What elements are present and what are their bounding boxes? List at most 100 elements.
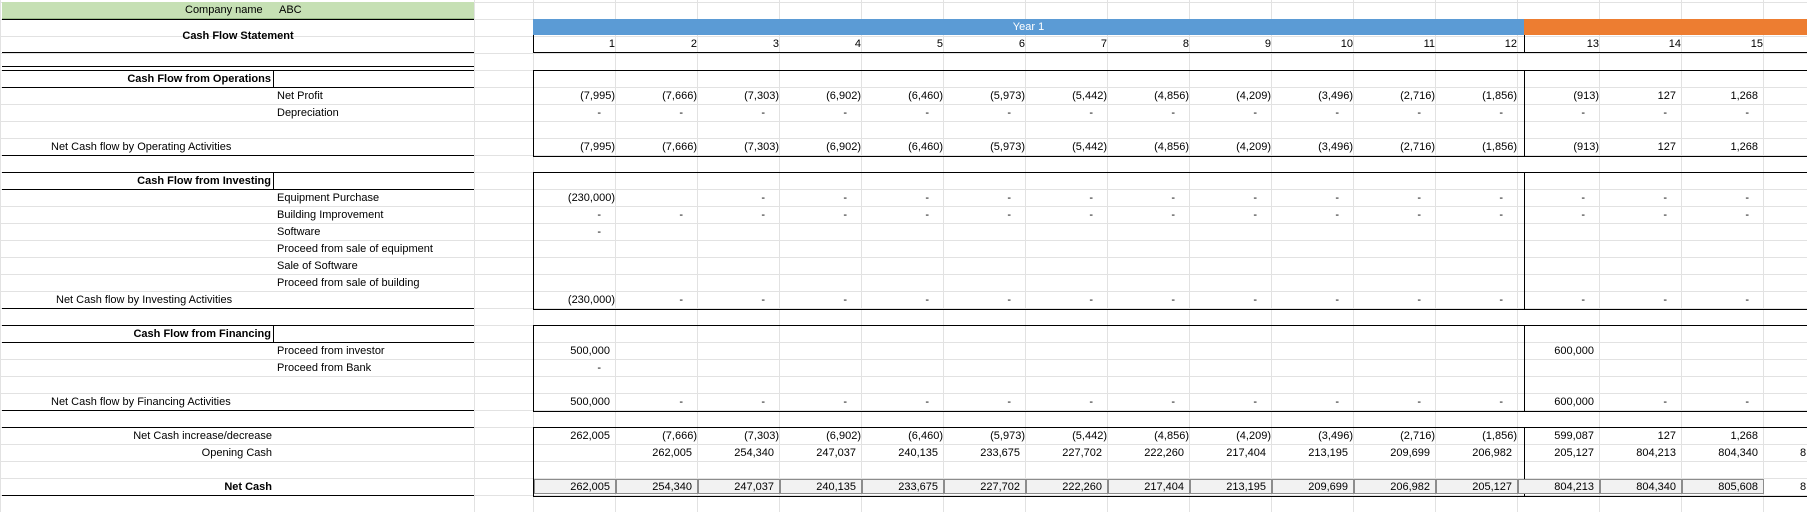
- value-cell-building-improvement[interactable]: -: [925, 209, 929, 221]
- value-cell-depreciation[interactable]: -: [1417, 107, 1421, 119]
- value-cell-net-financing[interactable]: 600,000: [1554, 396, 1594, 408]
- value-cell-net-profit[interactable]: (7,303): [744, 90, 779, 102]
- year2-header[interactable]: [1524, 19, 1807, 35]
- value-cell-net-investing[interactable]: -: [1089, 294, 1093, 306]
- value-cell-software[interactable]: -: [597, 226, 601, 238]
- value-cell-net-operating[interactable]: (6,902): [826, 141, 861, 153]
- value-cell-net-profit[interactable]: (913): [1573, 90, 1599, 102]
- value-cell-net-financing[interactable]: -: [1089, 396, 1093, 408]
- value-cell-net-investing[interactable]: -: [679, 294, 683, 306]
- value-cell-building-improvement[interactable]: -: [1581, 209, 1585, 221]
- value-cell-investor[interactable]: 500,000: [570, 345, 610, 357]
- value-cell-equipment-purchase[interactable]: -: [1007, 192, 1011, 204]
- value-cell-net-financing[interactable]: -: [1253, 396, 1257, 408]
- value-cell-net-increase[interactable]: (5,442): [1072, 430, 1107, 442]
- value-cell-opening-cash[interactable]: 240,135: [898, 447, 938, 459]
- value-cell-net-increase[interactable]: 1,268: [1730, 430, 1758, 442]
- value-cell-opening-cash[interactable]: 233,675: [980, 447, 1020, 459]
- value-cell-investor[interactable]: 600,000: [1554, 345, 1594, 357]
- value-cell-net-increase[interactable]: (6,902): [826, 430, 861, 442]
- value-cell-building-improvement[interactable]: -: [1663, 209, 1667, 221]
- value-cell-opening-cash[interactable]: 209,699: [1390, 447, 1430, 459]
- value-cell-building-improvement[interactable]: -: [1499, 209, 1503, 221]
- value-cell-net-investing[interactable]: -: [1171, 294, 1175, 306]
- value-cell-net-increase[interactable]: (5,973): [990, 430, 1025, 442]
- value-cell-equipment-purchase[interactable]: -: [1417, 192, 1421, 204]
- value-cell-net-operating[interactable]: (1,856): [1482, 141, 1517, 153]
- value-cell-building-improvement[interactable]: -: [1253, 209, 1257, 221]
- value-cell-net-cash[interactable]: 805,608: [1718, 481, 1758, 493]
- value-cell-net-profit[interactable]: (7,666): [662, 90, 697, 102]
- value-cell-net-cash[interactable]: 227,702: [980, 481, 1020, 493]
- value-cell-depreciation[interactable]: -: [1171, 107, 1175, 119]
- value-cell-building-improvement[interactable]: -: [1089, 209, 1093, 221]
- value-cell-net-profit[interactable]: (5,973): [990, 90, 1025, 102]
- value-cell-net-cash[interactable]: 233,675: [898, 481, 938, 493]
- value-cell-bank[interactable]: -: [597, 362, 601, 374]
- value-cell-opening-cash[interactable]: 205,127: [1554, 447, 1594, 459]
- value-cell-opening-cash[interactable]: 247,037: [816, 447, 856, 459]
- value-cell-net-financing[interactable]: 500,000: [570, 396, 610, 408]
- value-cell-net-cash[interactable]: 247,037: [734, 481, 774, 493]
- value-cell-net-cash[interactable]: 254,340: [652, 481, 692, 493]
- value-cell-net-investing[interactable]: -: [761, 294, 765, 306]
- value-cell-net-financing[interactable]: -: [1663, 396, 1667, 408]
- value-cell-net-financing[interactable]: -: [1007, 396, 1011, 408]
- year1-header[interactable]: Year 1: [533, 19, 1524, 35]
- value-cell-opening-cash[interactable]: 804,340: [1718, 447, 1758, 459]
- value-cell-net-financing[interactable]: -: [1499, 396, 1503, 408]
- company-row[interactable]: Company name ABC: [2, 2, 474, 19]
- value-cell-net-cash[interactable]: 222,260: [1062, 481, 1102, 493]
- value-cell-net-investing[interactable]: -: [1581, 294, 1585, 306]
- value-cell-opening-cash[interactable]: 804,213: [1636, 447, 1676, 459]
- value-cell-building-improvement[interactable]: -: [597, 209, 601, 221]
- value-cell-opening-cash[interactable]: 217,404: [1226, 447, 1266, 459]
- value-cell-opening-cash[interactable]: 254,340: [734, 447, 774, 459]
- value-cell-building-improvement[interactable]: -: [1745, 209, 1749, 221]
- value-cell-depreciation[interactable]: -: [925, 107, 929, 119]
- value-cell-net-investing[interactable]: -: [843, 294, 847, 306]
- value-cell-depreciation[interactable]: -: [1663, 107, 1667, 119]
- value-cell-net-cash[interactable]: 209,699: [1308, 481, 1348, 493]
- value-cell-net-operating[interactable]: (4,209): [1236, 141, 1271, 153]
- value-cell-net-investing[interactable]: -: [1417, 294, 1421, 306]
- value-cell-net-increase[interactable]: (1,856): [1482, 430, 1517, 442]
- value-cell-net-investing[interactable]: -: [1335, 294, 1339, 306]
- value-cell-net-profit[interactable]: (6,902): [826, 90, 861, 102]
- value-cell-depreciation[interactable]: -: [1253, 107, 1257, 119]
- value-cell-net-increase[interactable]: (7,666): [662, 430, 697, 442]
- value-cell-net-operating[interactable]: (5,442): [1072, 141, 1107, 153]
- value-cell-net-increase[interactable]: 262,005: [570, 430, 610, 442]
- value-cell-building-improvement[interactable]: -: [1007, 209, 1011, 221]
- value-cell-net-profit[interactable]: (6,460): [908, 90, 943, 102]
- value-cell-net-operating[interactable]: (7,995): [580, 141, 615, 153]
- value-cell-depreciation[interactable]: -: [1745, 107, 1749, 119]
- value-cell-net-cash[interactable]: 205,127: [1472, 481, 1512, 493]
- value-cell-net-financing[interactable]: -: [761, 396, 765, 408]
- value-cell-net-financing[interactable]: -: [1745, 396, 1749, 408]
- value-cell-net-cash[interactable]: 804,213: [1554, 481, 1594, 493]
- value-cell-net-financing[interactable]: -: [843, 396, 847, 408]
- value-cell-net-cash[interactable]: 262,005: [570, 481, 610, 493]
- value-cell-net-operating[interactable]: 1,268: [1730, 141, 1758, 153]
- value-cell-building-improvement[interactable]: -: [1417, 209, 1421, 221]
- value-cell-net-increase[interactable]: (7,303): [744, 430, 779, 442]
- value-cell-opening-cash[interactable]: 206,982: [1472, 447, 1512, 459]
- value-cell-building-improvement[interactable]: -: [1171, 209, 1175, 221]
- value-cell-depreciation[interactable]: -: [1007, 107, 1011, 119]
- value-cell-net-profit[interactable]: (5,442): [1072, 90, 1107, 102]
- value-cell-net-increase[interactable]: (6,460): [908, 430, 943, 442]
- value-cell-net-cash[interactable]: 804,340: [1636, 481, 1676, 493]
- value-cell-equipment-purchase[interactable]: -: [843, 192, 847, 204]
- value-cell-equipment-purchase[interactable]: -: [1745, 192, 1749, 204]
- value-cell-net-profit[interactable]: 1,268: [1730, 90, 1758, 102]
- value-cell-net-operating[interactable]: (3,496): [1318, 141, 1353, 153]
- value-cell-net-increase[interactable]: 127: [1657, 430, 1676, 442]
- value-cell-net-investing[interactable]: -: [925, 294, 929, 306]
- value-cell-net-increase[interactable]: (2,716): [1400, 430, 1435, 442]
- value-cell-net-investing[interactable]: -: [1745, 294, 1749, 306]
- value-cell-equipment-purchase[interactable]: -: [761, 192, 765, 204]
- value-cell-building-improvement[interactable]: -: [761, 209, 765, 221]
- value-cell-net-investing[interactable]: -: [1499, 294, 1503, 306]
- value-cell-net-profit[interactable]: (4,856): [1154, 90, 1189, 102]
